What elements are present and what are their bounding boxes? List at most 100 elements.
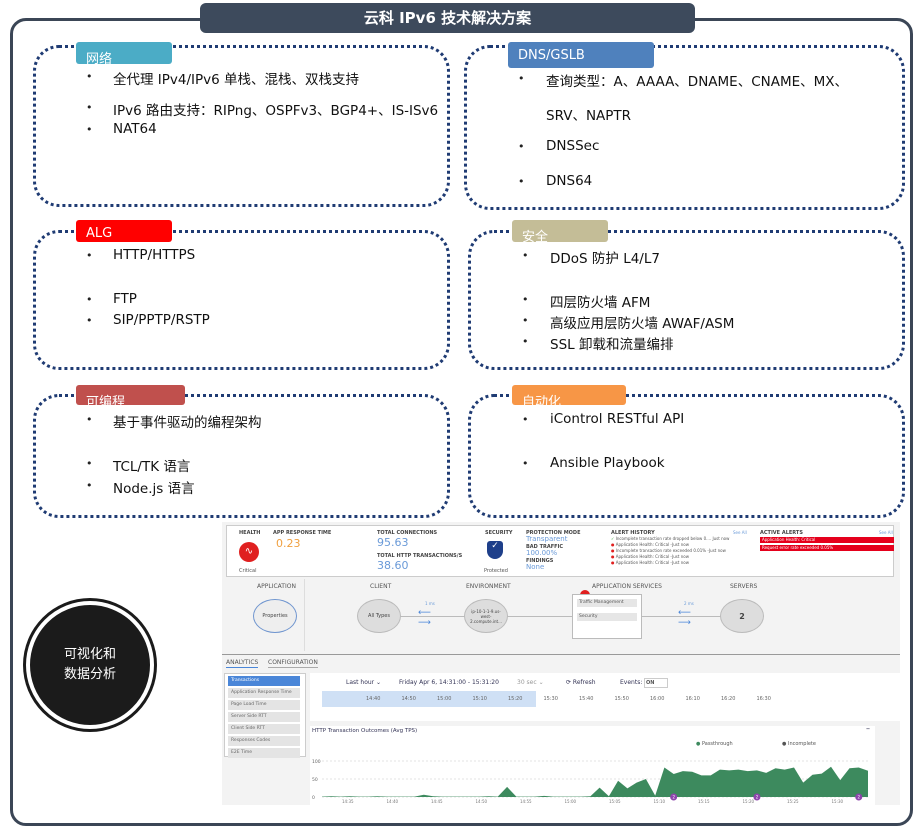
x-tick-label: 14:50: [476, 799, 488, 804]
bad-traffic-label: BAD TRAFFIC: [526, 544, 564, 550]
tab-analytics[interactable]: ANALYTICS: [226, 659, 259, 668]
timeline-tick: 16:10: [685, 696, 700, 702]
bullet: •: [522, 413, 529, 426]
timeline-tick: 15:10: [472, 696, 487, 702]
section-item: SRV、NAPTR: [546, 108, 632, 124]
x-tick-label: 15:25: [787, 799, 799, 804]
alert-history-item: ● Application Health: Critical -Just now: [611, 560, 689, 565]
bullet: •: [86, 123, 93, 136]
latency-client: 1 ms: [425, 601, 435, 606]
section-item: SIP/PPTP/RSTP: [113, 312, 210, 328]
range-select[interactable]: Last hour ⌄: [346, 679, 382, 686]
divider: [222, 654, 900, 655]
menu-item[interactable]: E2E Time: [228, 748, 300, 758]
section-item: TCL/TK 语言: [113, 459, 191, 475]
security-service[interactable]: Security: [577, 613, 637, 621]
section-label: 可编程: [76, 385, 185, 405]
section-box: [33, 230, 450, 370]
menu-item[interactable]: Page Load Time: [228, 700, 300, 710]
section-box: [33, 45, 450, 207]
circle-text: 可视化和数据分析: [63, 647, 116, 682]
app-response-label: APP RESPONSE TIME: [273, 530, 332, 536]
client-node[interactable]: All Types: [357, 599, 401, 633]
section-item: 全代理 IPv4/IPv6 单栈、混栈、双栈支持: [113, 72, 360, 88]
y-tick-label: 0: [312, 795, 315, 801]
section-item: FTP: [113, 291, 137, 307]
section-item: SSL 卸载和流量编排: [550, 337, 674, 353]
legend-incomplete: ● Incomplete: [782, 741, 816, 747]
section-item: Ansible Playbook: [550, 455, 665, 471]
collapse-icon[interactable]: –: [866, 724, 870, 733]
section-item: NAT64: [113, 121, 157, 137]
alert-history-see-all[interactable]: See All: [733, 530, 747, 535]
health-label: HEALTH: [239, 530, 261, 536]
x-tick-label: 15:00: [565, 799, 577, 804]
interval-select[interactable]: 30 sec ⌄: [517, 679, 544, 686]
refresh-button[interactable]: ⟳ Refresh: [566, 679, 596, 686]
date-range[interactable]: Friday Apr 6, 14:31:00 - 15:31:20: [399, 679, 499, 686]
timeline-tick: 15:00: [437, 696, 452, 702]
section-item: 高级应用层防火墙 AWAF/ASM: [550, 316, 735, 332]
traffic-management[interactable]: Traffic Management: [577, 599, 637, 607]
menu-item[interactable]: Responses Codes: [228, 736, 300, 746]
slide-title: 云科 IPv6 技术解决方案: [200, 3, 695, 33]
x-tick-label: 15:30: [832, 799, 844, 804]
toolbar-panel: Last hour ⌄ Friday Apr 6, 14:31:00 - 15:…: [310, 673, 900, 721]
x-tick-label: 14:35: [342, 799, 354, 804]
http-value: 38.60: [377, 559, 409, 572]
menu-item[interactable]: Transactions: [228, 676, 300, 686]
section-item: DDoS 防护 L4/L7: [550, 251, 660, 267]
bullet: •: [86, 249, 93, 262]
y-tick-label: 50: [312, 777, 318, 783]
bullet: •: [518, 140, 525, 153]
chart-panel: HTTP Transaction Outcomes (Avg TPS) – ● …: [310, 724, 875, 805]
topology-line: [367, 616, 727, 617]
timeline-tick: 15:50: [614, 696, 629, 702]
section-item: iControl RESTful API: [550, 411, 685, 427]
event-marker: [670, 793, 678, 801]
section-box: [464, 45, 905, 210]
active-alert[interactable]: Request error rate exceeded 0.05%: [760, 545, 894, 551]
menu-item[interactable]: Server Side RTT: [228, 712, 300, 722]
bullet: •: [518, 72, 525, 85]
menu-item[interactable]: Application Response Time: [228, 688, 300, 698]
timeline-tick: 14:50: [401, 696, 416, 702]
active-alerts-see-all[interactable]: See All: [879, 530, 893, 535]
x-tick-label: 15:05: [609, 799, 621, 804]
event-marker: [855, 793, 863, 801]
bullet: •: [86, 293, 93, 306]
servers-node[interactable]: 2: [720, 599, 764, 633]
timeline-selection[interactable]: [322, 691, 536, 707]
section-box: [468, 230, 905, 370]
section-item: DNSSec: [546, 138, 600, 154]
alert-history-item: ● Incomplete transaction rate exceeded 0…: [611, 548, 726, 553]
event-marker: [753, 793, 761, 801]
findings: None: [526, 563, 545, 571]
active-alert[interactable]: Application Health: Critical: [760, 537, 894, 543]
visualization-circle: 可视化和数据分析: [26, 601, 154, 729]
section-label: 安全: [512, 220, 608, 242]
menu-item[interactable]: Client Side RTT: [228, 724, 300, 734]
timeline-tick: 14:40: [366, 696, 381, 702]
application-heading: APPLICATION: [257, 583, 296, 590]
properties-node[interactable]: Properties: [253, 599, 297, 633]
x-tick-label: 14:40: [387, 799, 399, 804]
security-label: SECURITY: [485, 530, 513, 536]
environment-node[interactable]: ip-10-1-1-9.us-west-2.compute.int...: [464, 599, 508, 633]
tab-configuration[interactable]: CONFIGURATION: [268, 659, 318, 668]
events-toggle[interactable]: ON: [644, 678, 668, 688]
transactions-area-chart: 100 50 0 14:35 14:40 14:45 14:50 14:55 15:00 15:0…: [312, 759, 868, 804]
timeline-tick: 16:30: [756, 696, 771, 702]
arrows-icon: ⟵ ⟶: [678, 608, 691, 628]
shield-icon: ✓: [487, 541, 503, 559]
event-marker-count: 2: [672, 795, 675, 800]
events-label: Events:: [620, 679, 643, 686]
bullet: •: [86, 314, 93, 327]
y-tick-label: 100: [312, 759, 321, 765]
bullet: •: [86, 457, 93, 470]
section-item: HTTP/HTTPS: [113, 247, 196, 263]
services-box[interactable]: Traffic Management Security: [572, 594, 642, 639]
arrows-icon: ⟵ ⟶: [418, 608, 431, 628]
app-response-value: 0.23: [276, 537, 301, 550]
findings-label: FINDINGS: [526, 558, 554, 564]
